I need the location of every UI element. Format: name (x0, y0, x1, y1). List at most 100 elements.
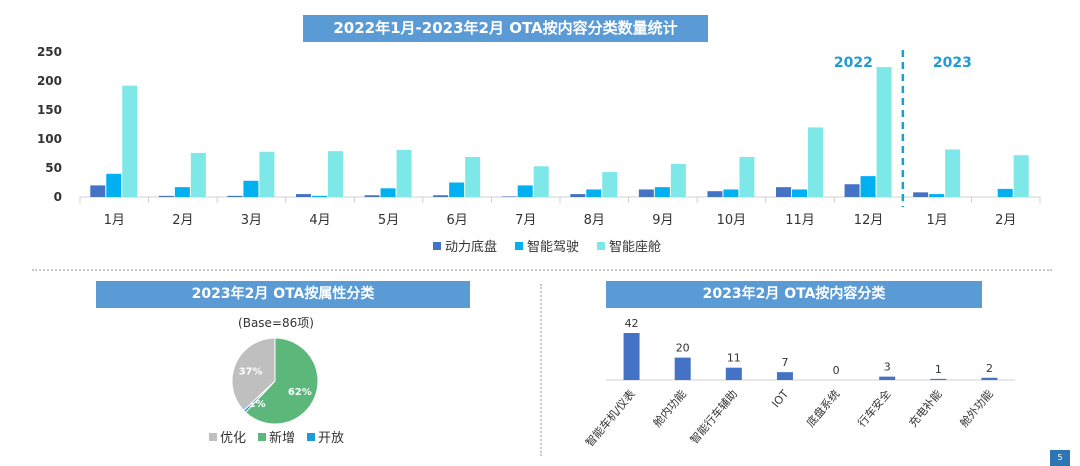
content-category-label: 底盘系统 (803, 387, 842, 430)
page-number: 5 (1050, 450, 1070, 466)
smart-driving-bar (243, 180, 259, 197)
content-bar (674, 357, 691, 380)
smart-cabin-bar (945, 149, 961, 197)
drive-bar (501, 196, 517, 197)
content-category-label: IOT (769, 387, 791, 410)
year-label-2022: 2022 (834, 55, 873, 71)
year-label-2023: 2023 (933, 55, 972, 71)
drive-bar (638, 189, 654, 197)
content-chart-title: 2023年2月 OTA按内容分类 (606, 281, 982, 308)
y-tick-label: 250 (37, 45, 62, 59)
smart-cabin-bar (190, 152, 206, 197)
smart-driving-bar (792, 189, 807, 197)
content-bar-value: 11 (727, 352, 741, 365)
x-tick-label: 4月 (309, 213, 330, 228)
legend-label: 智能驾驶 (527, 240, 579, 255)
x-tick-label: 7月 (515, 213, 536, 228)
smart-cabin-bar (876, 67, 892, 197)
smart-cabin-bar (396, 150, 412, 197)
content-bar-value: 42 (625, 317, 639, 330)
pie-legend-label: 新增 (269, 430, 295, 446)
pie-slice-label: 37% (239, 366, 263, 377)
content-category-label: 行车安全 (854, 387, 893, 430)
content-bar-value: 2 (986, 362, 993, 375)
pie-slice-optimize (231, 337, 276, 412)
drive-bar (364, 195, 380, 197)
x-tick-label: 8月 (584, 213, 605, 228)
drive-bar (844, 184, 860, 197)
drive-bar (227, 195, 243, 197)
smart-driving-bar (106, 173, 122, 197)
pie-slice-label: 1% (249, 399, 266, 410)
pie-legend-label: 优化 (220, 431, 246, 446)
content-category-label: 充电补能 (906, 387, 945, 430)
smart-cabin-bar (808, 127, 823, 197)
pie-chart-title: 2023年2月 OTA按属性分类 (96, 281, 470, 308)
content-bar (776, 372, 793, 380)
legend-label: 智能座舱 (609, 240, 661, 255)
drive-bar (433, 195, 449, 197)
pie-base-note: (Base=86项) (238, 316, 314, 330)
y-tick-label: 50 (45, 161, 62, 175)
drive-bar (296, 194, 311, 197)
smart-cabin-bar (122, 85, 138, 197)
content-bar-value: 1 (935, 363, 942, 376)
content-bar-value: 7 (781, 356, 788, 369)
content-category-label: 舱外功能 (957, 387, 996, 430)
x-tick-label: 11月 (785, 213, 815, 228)
smart-driving-bar (449, 182, 465, 197)
pie-legend-swatch (209, 433, 217, 441)
legend-swatch (515, 242, 523, 250)
smart-cabin-bar (602, 172, 618, 197)
y-tick-label: 0 (54, 190, 62, 204)
smart-driving-bar (517, 185, 533, 197)
smart-driving-bar (586, 189, 602, 197)
vertical-divider (540, 284, 542, 456)
smart-cabin-bar (1013, 155, 1029, 197)
x-tick-label: 2月 (995, 213, 1016, 228)
horizontal-divider (32, 269, 1052, 271)
y-tick-label: 150 (37, 103, 62, 117)
smart-driving-bar (997, 188, 1013, 197)
smart-driving-bar (174, 187, 190, 197)
content-bar (725, 367, 742, 380)
content-bar (981, 377, 998, 380)
pie-slice-label: 62% (288, 387, 312, 398)
pie-legend-swatch (307, 433, 315, 441)
content-bar (879, 376, 896, 380)
content-bar-value: 3 (884, 361, 891, 374)
smart-cabin-bar (465, 156, 481, 197)
x-tick-label: 9月 (652, 213, 673, 228)
content-bar (623, 333, 640, 380)
x-tick-label: 12月 (854, 213, 884, 228)
x-tick-label: 1月 (927, 213, 948, 228)
pie-slice-new (244, 337, 319, 425)
content-bar-value: 0 (833, 364, 840, 377)
y-tick-label: 200 (37, 74, 62, 88)
legend-swatch (433, 242, 441, 250)
legend-swatch (597, 242, 605, 250)
content-bar-value: 20 (676, 342, 690, 355)
smart-cabin-bar (259, 151, 275, 197)
x-tick-label: 6月 (447, 213, 468, 228)
smart-cabin-bar (739, 156, 755, 197)
drive-bar (913, 192, 929, 197)
x-tick-label: 3月 (241, 213, 262, 228)
smart-cabin-bar (328, 151, 343, 197)
drive-bar (776, 187, 791, 197)
pie-legend-label: 开放 (318, 431, 344, 446)
drive-bar (158, 195, 174, 197)
x-tick-label: 1月 (104, 213, 125, 228)
pie-legend-swatch (258, 433, 266, 441)
drive-bar (90, 185, 106, 197)
smart-driving-bar (929, 194, 945, 197)
drive-bar (707, 191, 723, 197)
smart-cabin-bar (533, 166, 549, 197)
content-bar (930, 378, 947, 380)
content-category-label: 舱内功能 (650, 387, 689, 430)
smart-cabin-bar (670, 163, 686, 197)
content-category-label: 智能行车辅助 (687, 387, 740, 447)
y-tick-label: 100 (37, 132, 62, 146)
main-chart-title: 2022年1月-2023年2月 OTA按内容分类数量统计 (303, 15, 708, 42)
